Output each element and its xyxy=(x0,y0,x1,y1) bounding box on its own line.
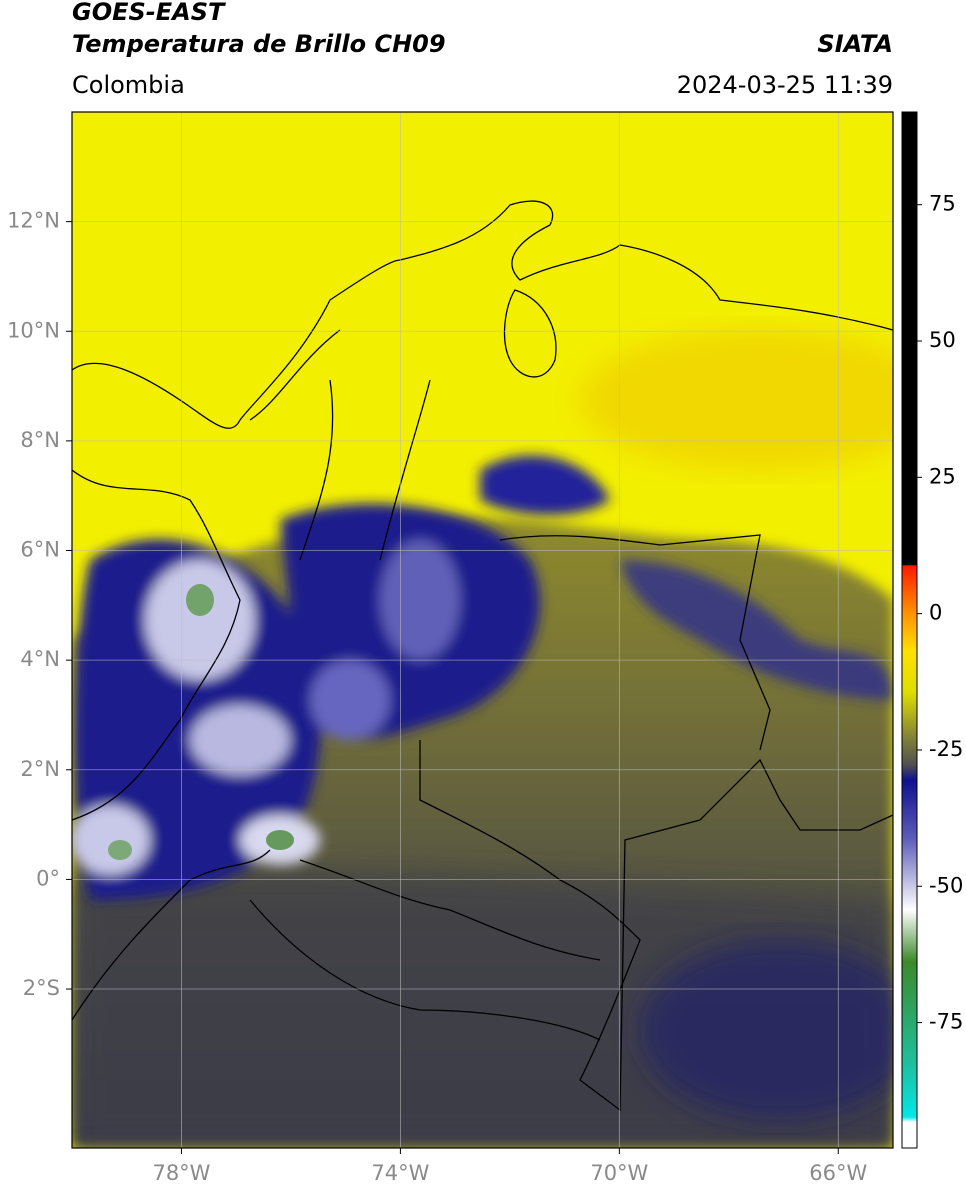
colorbar xyxy=(901,111,918,1149)
grid xyxy=(72,112,893,1148)
region: Colombia xyxy=(72,71,185,99)
y-tick-label: 2°S xyxy=(23,976,60,1000)
y-tick-label: 2°N xyxy=(20,757,60,781)
y-tick-label: 0° xyxy=(36,866,60,890)
satellite-image xyxy=(72,112,893,1148)
colorbar-tick-label: -75 xyxy=(929,1010,963,1034)
source: SIATA xyxy=(817,30,893,58)
colorbar-tick-label: 25 xyxy=(929,464,956,488)
y-tick-label: 10°N xyxy=(7,318,60,342)
y-tick-label: 4°N xyxy=(20,647,60,671)
x-tick-label: 70°W xyxy=(590,1161,648,1185)
x-tick-label: 78°W xyxy=(152,1161,210,1185)
colorbar-tick-label: -25 xyxy=(929,737,963,761)
y-tick-label: 6°N xyxy=(20,538,60,562)
colorbar-tick-label: 50 xyxy=(929,328,956,352)
timestamp: 2024-03-25 11:39 xyxy=(677,71,893,99)
colorbar-tick-label: 0 xyxy=(929,601,942,625)
colorbar-tick-label: 75 xyxy=(929,192,956,216)
y-tick-label: 8°N xyxy=(20,428,60,452)
y-tick-label: 12°N xyxy=(7,209,60,233)
subtitle: Temperatura de Brillo CH09 xyxy=(72,30,446,58)
colorbar-tick-label: -50 xyxy=(929,873,963,897)
map-frame xyxy=(71,111,894,1149)
x-tick-label: 74°W xyxy=(371,1161,429,1185)
x-tick-label: 66°W xyxy=(809,1161,867,1185)
title: GOES-EAST xyxy=(72,0,226,26)
